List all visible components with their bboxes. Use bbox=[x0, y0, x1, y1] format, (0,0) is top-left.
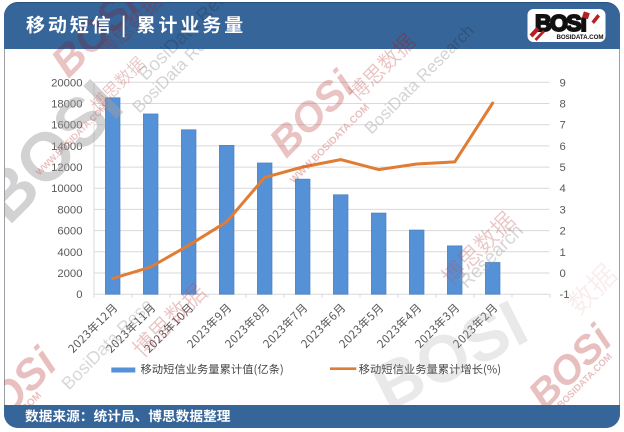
svg-text:2: 2 bbox=[560, 226, 566, 238]
svg-text:9: 9 bbox=[560, 77, 566, 89]
svg-text:14000: 14000 bbox=[51, 141, 82, 153]
svg-text:12000: 12000 bbox=[51, 162, 82, 174]
svg-text:16000: 16000 bbox=[51, 120, 82, 132]
svg-text:18000: 18000 bbox=[51, 99, 82, 111]
svg-text:10000: 10000 bbox=[51, 183, 82, 195]
svg-text:1: 1 bbox=[560, 247, 566, 259]
svg-text:20000: 20000 bbox=[51, 77, 82, 89]
svg-text:8000: 8000 bbox=[57, 204, 82, 216]
svg-text:5: 5 bbox=[560, 162, 566, 174]
svg-text:3: 3 bbox=[560, 204, 566, 216]
svg-text:4: 4 bbox=[560, 183, 566, 195]
svg-text:0: 0 bbox=[76, 289, 82, 301]
svg-text:BOSIDATA.COM: BOSIDATA.COM bbox=[557, 34, 604, 41]
svg-text:7: 7 bbox=[560, 120, 566, 132]
svg-text:0: 0 bbox=[560, 268, 566, 280]
svg-text:ı: ı bbox=[581, 10, 587, 36]
svg-text:8: 8 bbox=[560, 99, 566, 111]
svg-text:2000: 2000 bbox=[57, 268, 82, 280]
svg-text:4000: 4000 bbox=[57, 247, 82, 259]
svg-text:6: 6 bbox=[560, 141, 566, 153]
svg-text:BOS: BOS bbox=[535, 10, 581, 36]
svg-text:-1: -1 bbox=[560, 289, 570, 301]
svg-text:6000: 6000 bbox=[57, 226, 82, 238]
